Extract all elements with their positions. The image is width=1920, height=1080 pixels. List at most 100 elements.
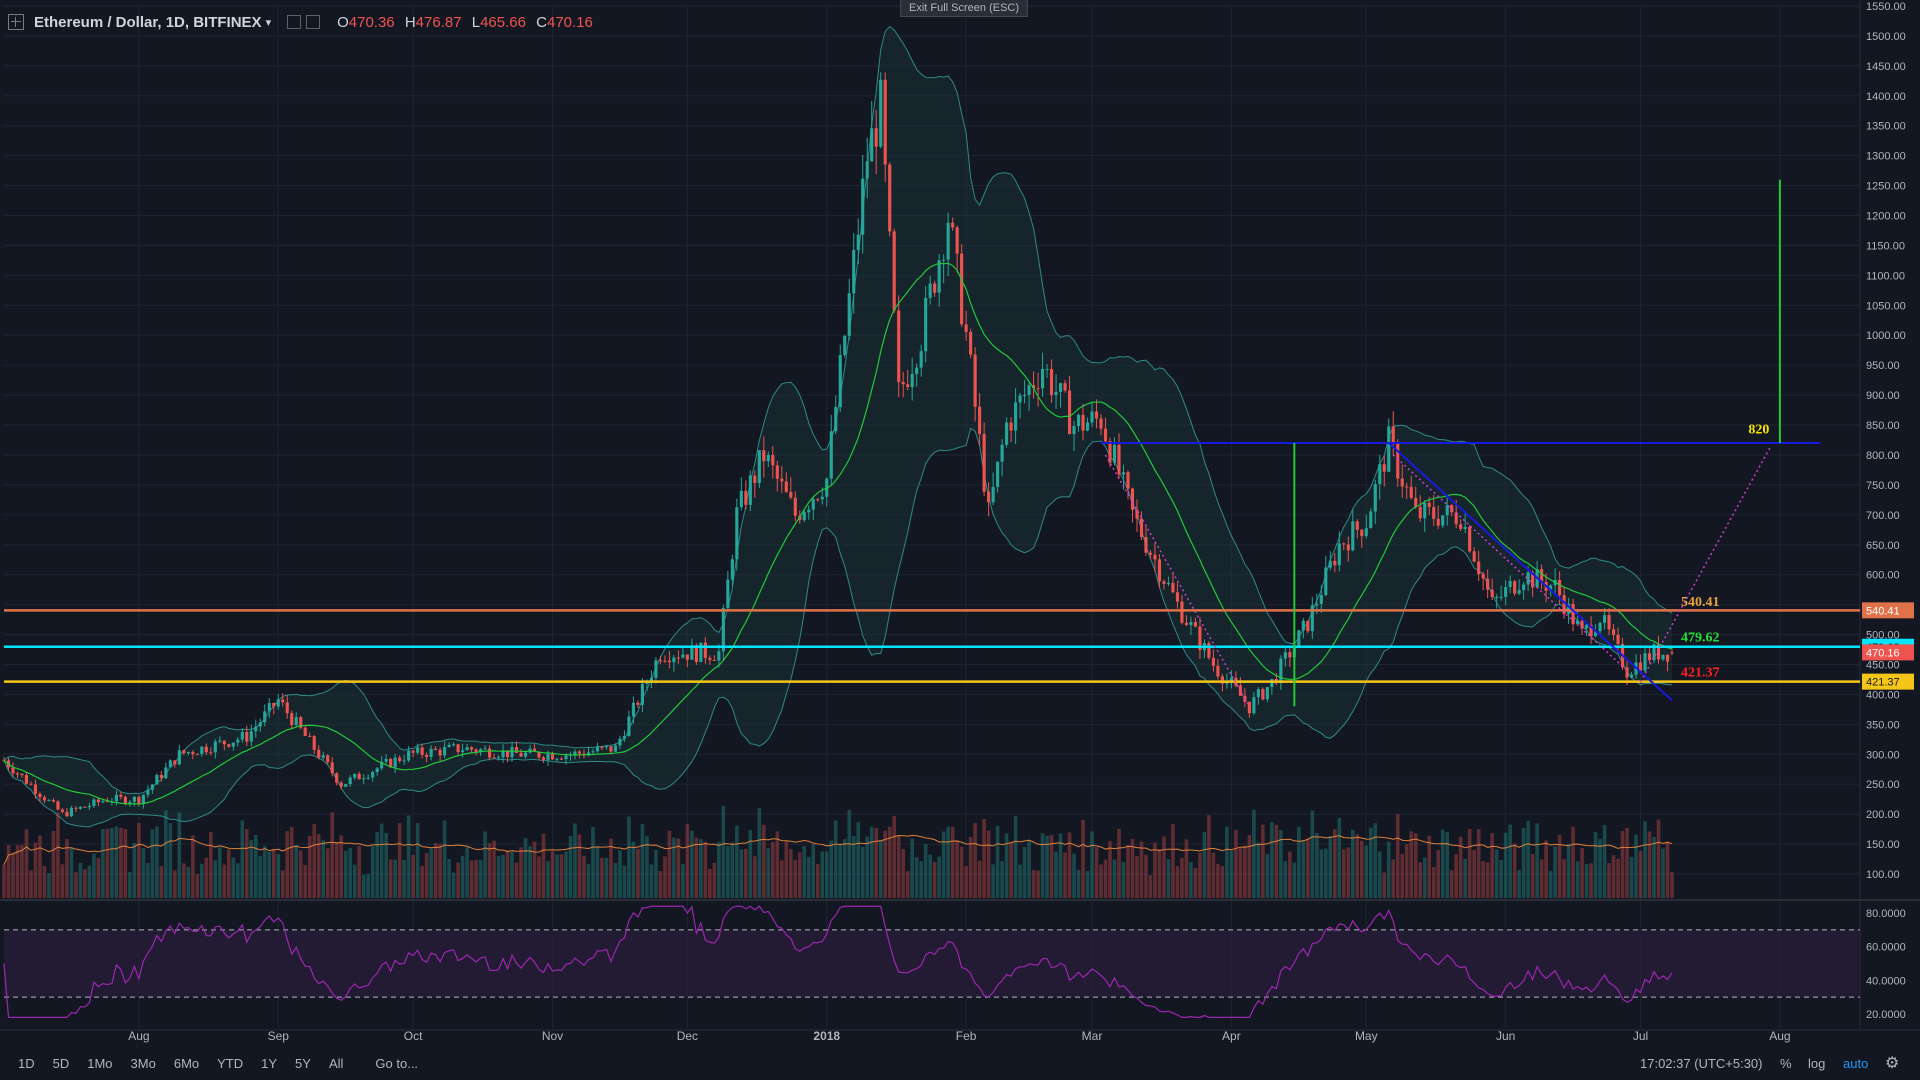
sma-line	[3, 262, 1673, 805]
candle-body	[195, 754, 199, 756]
candle-body	[1436, 518, 1440, 526]
timeframe-all[interactable]: All	[328, 1055, 344, 1071]
volume-bar	[1261, 824, 1265, 898]
settings-toggle-icon[interactable]	[287, 15, 302, 29]
candle-body	[447, 745, 451, 748]
candle-body	[946, 222, 950, 260]
candle-body	[1211, 657, 1215, 666]
candle-body	[326, 755, 330, 763]
candle-body	[937, 260, 941, 293]
exit-fullscreen-button[interactable]: Exit Full Screen (ESC)	[900, 0, 1028, 17]
rsi-axis: 80.0000 60.0000 40.0000 20.0000	[1866, 908, 1906, 1021]
timeframe-5d[interactable]: 5D	[52, 1055, 70, 1071]
volume-bar	[1108, 840, 1112, 898]
candle-body	[353, 773, 357, 778]
bollinger-upper	[3, 25, 1673, 795]
volume-bar	[375, 831, 379, 898]
volume-bar	[559, 854, 564, 898]
gear-icon[interactable]: ⚙	[1885, 1055, 1900, 1072]
candle-body	[519, 752, 523, 757]
candle-body	[703, 642, 707, 658]
volume-bar	[887, 826, 892, 898]
volume-bar	[1045, 835, 1049, 898]
candle-body	[555, 758, 559, 760]
volume-bar	[1670, 872, 1674, 898]
candle-body	[1103, 428, 1108, 442]
volume-bar	[47, 873, 51, 898]
chart-header: Ethereum / Dollar, 1D, BITFINEX ▾ O470.3…	[0, 0, 1860, 44]
candle-body	[173, 760, 177, 765]
candle-body	[330, 762, 334, 774]
timeframe-3mo[interactable]: 3Mo	[130, 1055, 156, 1071]
candle-body	[717, 651, 721, 661]
log-scale-toggle[interactable]: log	[1808, 1055, 1826, 1071]
timeframe-1y[interactable]: 1Y	[261, 1055, 278, 1071]
volume-bar	[1148, 875, 1153, 898]
candle-body	[119, 794, 123, 797]
timeframe-6mo[interactable]: 6Mo	[173, 1055, 200, 1071]
volume-bar	[690, 830, 694, 898]
candle-body	[1054, 391, 1058, 395]
candle-body	[1288, 652, 1292, 658]
volume-bar	[842, 839, 847, 898]
volume-bar	[1413, 833, 1418, 898]
goto-date-button[interactable]: Go to...	[375, 1055, 419, 1071]
volume-bar	[447, 859, 451, 898]
volume-bar	[1580, 847, 1584, 898]
annotation-820: 820	[1748, 422, 1769, 437]
volume-bar	[465, 847, 469, 898]
chevron-down-icon[interactable]: ▾	[265, 16, 272, 29]
timeframe-5y[interactable]: 5Y	[295, 1055, 311, 1071]
candle-body	[20, 773, 24, 776]
volume-bar	[838, 843, 843, 898]
volume-bar	[456, 862, 460, 898]
timeframe-1d[interactable]: 1D	[18, 1055, 35, 1071]
candle-body	[631, 702, 636, 717]
volume-bar	[1593, 832, 1598, 898]
candle-body	[1117, 444, 1121, 475]
volume-bar	[847, 809, 852, 898]
time-tick-label: Mar	[1082, 1029, 1103, 1043]
volume-bar	[1166, 859, 1171, 898]
candle-body	[1157, 559, 1162, 582]
auto-scale-toggle[interactable]: auto	[1843, 1055, 1869, 1071]
volume-bar	[478, 859, 483, 898]
volume-bar	[1144, 854, 1148, 898]
volume-bar	[1013, 816, 1018, 898]
volume-bar	[991, 864, 995, 898]
price-chart[interactable]: 820 540.41 479.62 421.37 1550.00 1500.00 1450.…	[0, 0, 1920, 1046]
volume-bar	[388, 859, 393, 898]
volume-bar	[914, 857, 919, 898]
visibility-toggle-icon[interactable]	[306, 15, 321, 29]
volume-bar	[186, 866, 191, 898]
volume-bar	[1126, 845, 1130, 898]
volume-bar	[824, 851, 829, 898]
candle-body	[1351, 521, 1355, 551]
candle-body	[537, 751, 541, 758]
volume-bar	[1301, 840, 1306, 898]
chart-background	[0, 0, 1920, 1046]
candle-body	[204, 746, 208, 753]
candle-body	[78, 806, 83, 809]
volume-bar	[501, 854, 505, 898]
volume-bar	[271, 848, 276, 898]
percent-scale-toggle[interactable]: %	[1780, 1055, 1792, 1071]
volume-bar	[721, 805, 726, 898]
symbol-title[interactable]: Ethereum / Dollar, 1D, BITFINEX	[34, 13, 262, 31]
expand-icon[interactable]	[8, 14, 24, 30]
volume-bar	[1625, 827, 1629, 898]
volume-bar	[1553, 846, 1557, 898]
volume-bar	[442, 820, 447, 898]
timeframe-1mo[interactable]: 1Mo	[87, 1055, 113, 1071]
timeframe-ytd[interactable]: YTD	[217, 1055, 244, 1071]
volume-bar	[1584, 863, 1589, 898]
volume-bar	[604, 857, 609, 898]
candle-body	[1189, 621, 1193, 625]
candle-body	[640, 683, 644, 705]
volume-bar	[1216, 863, 1220, 898]
volume-bar	[1440, 829, 1445, 898]
volume-bar	[640, 824, 645, 898]
volume-bar	[937, 856, 941, 898]
candle-body	[771, 454, 775, 466]
volume-bar	[905, 871, 910, 898]
